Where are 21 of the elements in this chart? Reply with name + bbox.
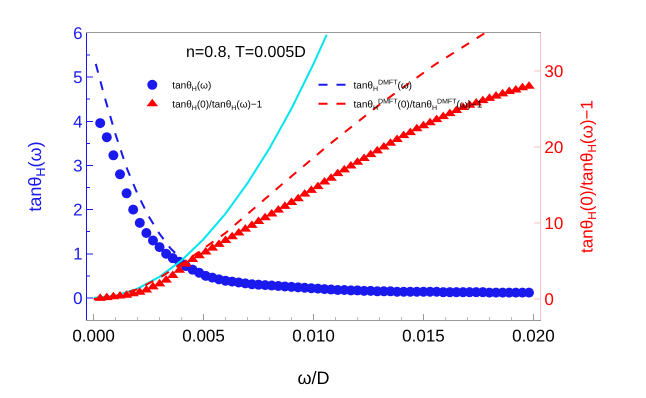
x-tick-label: 0.000 — [72, 326, 115, 346]
x-tick-label: 0.010 — [292, 326, 335, 346]
y-tick-label: 3 — [73, 156, 83, 176]
x-tick-label: 0.005 — [182, 326, 225, 346]
annotation: n=0.8, T=0.005D — [186, 44, 306, 61]
legend-label: tanθ$_{H}$(0)/tanθ$_{H}$(ω)−1 — [172, 100, 263, 112]
y2-tick-label: 0 — [544, 290, 554, 310]
y-tick-label: 0 — [73, 288, 83, 308]
y2-tick-label: 20 — [544, 138, 564, 157]
x-tick-label: 0.020 — [512, 326, 555, 346]
y2-tick-label: 30 — [544, 62, 564, 81]
line-series — [92, 33, 486, 300]
x-tick-label: 0.015 — [402, 326, 445, 346]
legend-label: tanθ$_{H}$(ω) — [172, 80, 212, 93]
y-tick-label: 4 — [73, 112, 83, 132]
x-axis-title: ω/D — [297, 368, 330, 388]
y-tick-label: 1 — [73, 244, 83, 264]
y2-tick-label: 10 — [544, 214, 564, 234]
y-tick-label: 5 — [73, 68, 83, 88]
y-tick-label: 6 — [73, 24, 83, 43]
y-tick-label: 2 — [73, 200, 83, 220]
